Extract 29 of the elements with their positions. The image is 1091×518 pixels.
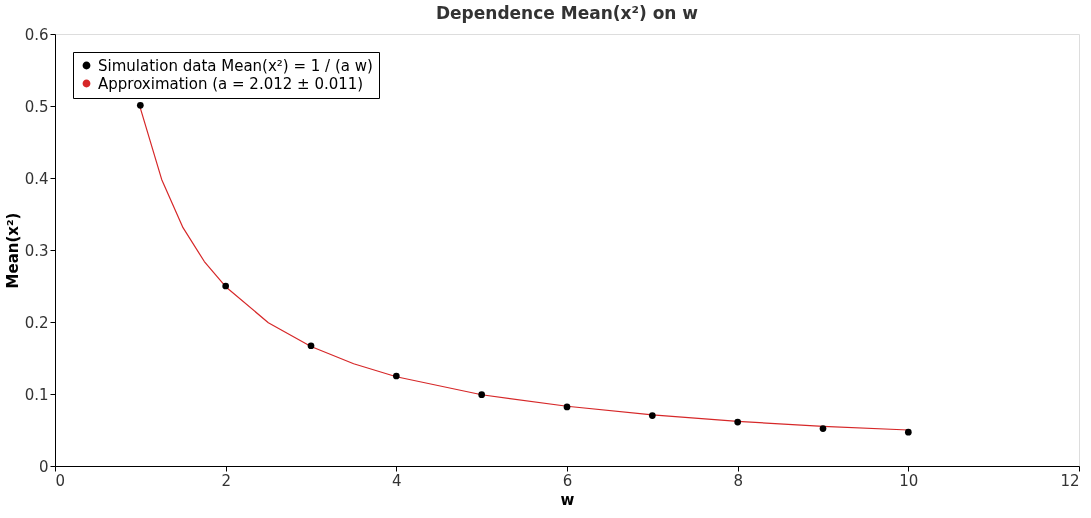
y-tick-label: 0.3 (24, 241, 49, 260)
point (648, 412, 656, 419)
point (904, 428, 912, 436)
y-tick-label: 0 (38, 457, 49, 476)
y-tick-label: 0.1 (24, 385, 49, 404)
y-tick-label: 0.5 (24, 97, 49, 116)
x-axis-title: w (560, 490, 575, 509)
x-tick-label: 10 (899, 471, 919, 490)
y-axis-title: Mean(x²) (3, 212, 22, 289)
legend-label: Approximation (a = 2.012 ± 0.011) (98, 74, 364, 93)
x-tick-label: 4 (392, 471, 402, 490)
x-tick-label: 0 (55, 471, 66, 490)
point (392, 372, 400, 380)
y-tick-label: 0.2 (24, 313, 49, 332)
point (136, 101, 144, 109)
x-tick-label: 12 (1060, 471, 1080, 490)
point (307, 342, 315, 350)
point (222, 282, 230, 290)
chart-title: Dependence Mean(x²) on w (435, 3, 699, 23)
point (563, 403, 571, 411)
legend-label: Simulation data Mean(x²) = 1 / (a w) (98, 56, 373, 75)
point (734, 418, 742, 426)
x-tick-label: 2 (221, 471, 231, 490)
point (478, 391, 486, 399)
x-tick-label: 8 (733, 471, 743, 490)
y-tick-label: 0.6 (24, 25, 49, 44)
x-tick-label: 6 (562, 471, 573, 490)
point (819, 425, 827, 432)
y-tick-label: 0.4 (24, 169, 49, 188)
